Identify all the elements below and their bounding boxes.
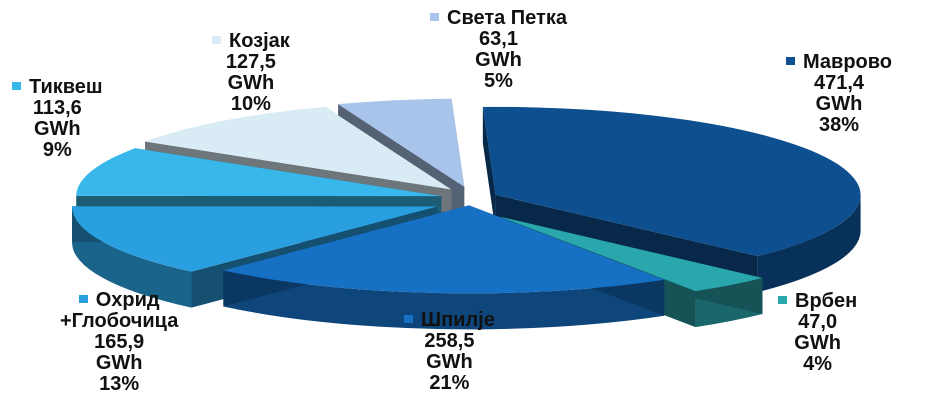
label-unit: GWh	[794, 332, 841, 354]
legend-swatch-shpilje	[404, 314, 413, 323]
label-percent: 5%	[484, 70, 513, 92]
pie-slice-top	[72, 206, 438, 272]
label-value: 127,5	[225, 51, 276, 73]
label-percent: 10%	[230, 93, 271, 115]
label-name: Шпилје	[421, 309, 495, 331]
legend-swatch-tikvesh	[12, 81, 21, 90]
label-value: 258,5	[424, 330, 475, 352]
label-unit: GWh	[815, 93, 863, 115]
label-value: 113,6	[32, 97, 82, 119]
label-percent: 4%	[803, 353, 833, 375]
pie-slice-side	[72, 206, 192, 308]
pie-slice-shpilje	[223, 205, 665, 330]
label-sveta-petka: Света Петка 63,1 GWh 5%	[430, 8, 567, 92]
label-name: Маврово	[803, 51, 893, 73]
pie-slice-top	[482, 106, 861, 257]
pie-slice-top	[338, 98, 465, 187]
pie-slice-side	[757, 194, 861, 293]
label-unit: GWh	[95, 352, 143, 374]
legend-swatch-sveta-petka	[430, 12, 439, 21]
label-percent: 38%	[818, 114, 860, 136]
label-percent: 21%	[429, 372, 470, 394]
label-vrben: Врбен 47,0 GWh 4%	[778, 291, 857, 375]
label-name: Козјак	[229, 30, 290, 52]
label-value: 47,0	[798, 311, 838, 333]
label-value: 165,9	[94, 331, 145, 353]
label-unit: GWh	[227, 72, 275, 94]
label-value: 471,4	[813, 72, 865, 94]
pie-slice-top	[145, 106, 452, 190]
pie-slice-top	[500, 216, 763, 292]
legend-swatch-vrben	[778, 295, 787, 304]
label-tikvesh: Тиквеш 113,6 GWh 9%	[12, 77, 103, 161]
label-kozjak: Козјак 127,5 GWh 10%	[212, 31, 290, 115]
label-unit: GWh	[426, 351, 473, 373]
label-percent: 9%	[42, 139, 72, 161]
legend-swatch-ohrid	[78, 294, 88, 303]
label-name: Врбен	[795, 290, 858, 312]
label-name: Света Петка	[447, 7, 567, 29]
legend-swatch-kozjak	[212, 35, 221, 44]
label-name: Охрид	[95, 289, 160, 311]
label-shpilje: Шпилје 258,5 GWh 21%	[404, 310, 495, 394]
label-unit: GWh	[33, 118, 81, 140]
label-ohrid: Охрид +Глобочица 165,9 GWh 13%	[60, 290, 178, 395]
label-percent: 13%	[99, 373, 140, 395]
pie-slice-top	[223, 205, 665, 294]
legend-swatch-mavrovo	[786, 56, 795, 65]
label-name-2: +Глобочица	[60, 310, 179, 332]
label-value: 63,1	[479, 28, 518, 50]
label-unit: GWh	[475, 49, 522, 71]
pie-slice-top	[76, 148, 442, 197]
label-name: Тиквеш	[29, 76, 103, 98]
label-mavrovo: Маврово 471,4 GWh 38%	[786, 52, 892, 136]
pie-slice-face	[482, 106, 496, 231]
pie-slice-side	[223, 270, 665, 330]
